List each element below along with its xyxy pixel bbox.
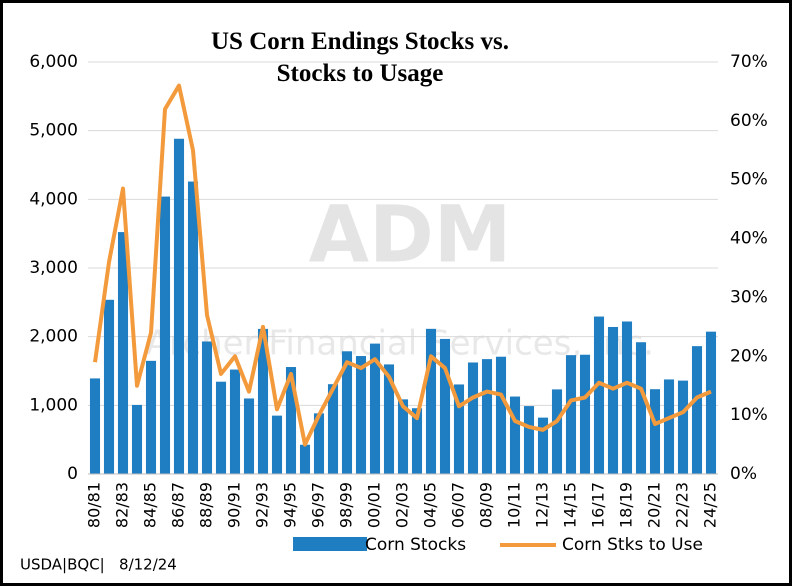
x-tick-label: 08/09 [477,482,496,528]
bar [215,381,227,474]
bar [481,359,493,474]
bar [509,396,521,474]
bar [173,138,185,474]
x-tick-label: 84/85 [141,482,160,528]
bar [355,356,367,474]
bar [187,181,199,475]
bar [117,232,129,474]
bar [243,398,255,474]
legend-label: Corn Stocks [365,535,466,555]
bar [285,367,297,474]
bar [271,415,283,474]
y-tick-label: 0 [67,464,78,484]
x-tick-label: 04/05 [421,482,440,528]
x-tick-label: 90/91 [225,482,244,528]
watermark-text: Archer Financial Services, Inc. [146,324,654,364]
bar [523,406,535,474]
bar [467,362,479,474]
bar [565,355,577,474]
y-tick-label: 3,000 [29,258,78,278]
bar [131,404,143,474]
bar [621,321,633,474]
x-tick-label: 20/21 [645,482,664,528]
x-tick-label: 80/81 [85,482,104,528]
bar [593,316,605,474]
y2-tick-label: 70% [730,52,768,72]
bar [159,196,171,474]
bar [145,360,157,474]
y2-tick-label: 30% [730,287,768,307]
footnote: USDA|BQC| 8/12/24 [20,556,177,574]
bar [579,354,591,474]
x-tick-label: 00/01 [365,482,384,528]
y-tick-label: 2,000 [29,327,78,347]
y-tick-label: 4,000 [29,189,78,209]
legend-label: Corn Stks to Use [562,535,703,555]
bar [341,351,353,474]
bar [453,384,465,474]
watermark-logo: ADM [309,190,512,280]
bar [495,356,507,474]
x-tick-label: 86/87 [169,482,188,528]
bar [411,408,423,474]
bar [663,379,675,474]
y-tick-label: 5,000 [29,121,78,141]
chart-title: US Corn Endings Stocks vs. Stocks to Usa… [210,28,509,87]
bar [649,389,661,474]
y-tick-label: 1,000 [29,395,78,415]
bar [201,341,213,474]
line [93,83,712,447]
x-tick-label: 96/97 [309,482,328,528]
y2-tick-label: 50% [730,170,768,190]
bar [635,342,647,474]
x-tick-label: 98/99 [337,482,356,528]
x-tick-label: 14/15 [561,482,580,528]
bar [677,380,689,474]
x-tick-label: 24/25 [701,482,720,528]
y-tick-label: 6,000 [29,52,78,72]
x-tick-label: 12/13 [533,482,552,528]
bar [299,444,311,474]
x-tick-label: 02/03 [393,482,412,528]
y2-tick-label: 0% [730,464,757,484]
y2-tick-label: 40% [730,229,768,249]
x-tick-label: 82/83 [113,482,132,528]
bar [257,328,269,474]
x-tick-label: 06/07 [449,482,468,528]
bar [327,384,339,474]
x-tick-label: 16/17 [589,482,608,528]
bar [537,417,549,474]
bar [705,331,717,474]
bar [89,378,101,474]
x-tick-label: 10/11 [505,482,524,528]
bar [313,413,325,474]
bar [607,326,619,474]
y2-tick-label: 20% [730,346,768,366]
legend-swatch [293,537,367,551]
y2-tick-label: 10% [730,405,768,425]
bar [369,343,381,474]
bar [383,364,395,474]
x-tick-label: 88/89 [197,482,216,528]
x-tick-label: 22/23 [673,482,692,528]
bar [397,399,409,474]
bar [425,328,437,474]
bar [691,346,703,474]
bar [439,338,451,474]
bar [103,299,115,474]
y2-tick-label: 60% [730,111,768,131]
bar [551,389,563,474]
x-tick-label: 92/93 [253,482,272,528]
x-tick-label: 18/19 [617,482,636,528]
bar [229,369,241,474]
x-tick-label: 94/95 [281,482,300,528]
